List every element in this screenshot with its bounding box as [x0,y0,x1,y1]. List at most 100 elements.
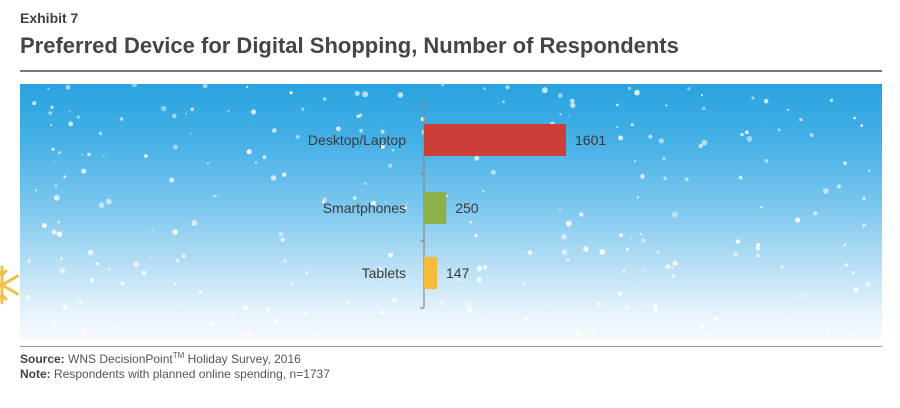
category-label: Smartphones [323,200,406,216]
snow-dot [56,231,63,237]
category-label: Tablets [362,265,406,281]
snow-dot [640,174,645,179]
snow-dot [813,211,818,216]
snow-dot [636,196,640,199]
source-text-rest: Holiday Survey, 2016 [184,352,301,366]
snow-dot [469,220,473,224]
snow-dot [391,297,398,304]
snow-dot [45,330,50,335]
snow-dot [733,251,738,256]
snow-dot [671,266,674,269]
snow-dot [618,135,624,141]
snow-dot [198,290,202,295]
snow-dot [60,257,63,260]
snow-dot [799,118,803,122]
snow-dot [280,237,285,242]
bottom-divider [20,346,882,347]
snow-dot [862,196,866,201]
snow-dot [785,318,788,321]
snow-dot [95,262,99,266]
snow-dot [524,316,529,321]
snow-dot [353,196,357,200]
snow-dot [265,307,271,312]
snow-dot [151,229,154,231]
snow-dot [377,322,382,327]
snow-dot [665,104,668,107]
snow-dot [372,291,375,294]
snow-dot [76,115,80,119]
snow-dot [185,112,187,115]
snow-dot [102,154,105,157]
snow-dot [559,113,562,116]
snow-dot [804,293,807,297]
snow-dot [59,267,65,274]
snow-dot [440,301,445,306]
snow-dot [270,175,277,181]
snow-dot [50,105,54,109]
snow-dot [246,149,252,155]
snow-dot [558,209,562,212]
snow-dot [844,263,848,267]
snow-dot [662,157,666,160]
snow-dot [626,247,629,251]
snow-dot [561,234,567,240]
snow-dot [119,117,124,121]
snow-dot [653,303,658,308]
snow-dot [482,265,488,270]
snow-dot [295,134,300,139]
snow-dot [105,198,112,205]
snow-dot [865,281,871,288]
snow-dot [254,161,258,164]
snow-dot [362,91,369,98]
snow-dot [246,85,249,88]
trademark-mark: TM [172,351,185,360]
snow-dot [797,294,801,298]
snow-dot [356,114,360,119]
snow-dot [385,201,388,204]
snow-dot [587,306,591,311]
snow-dot [227,110,230,113]
snow-dot [868,169,871,172]
snow-dot [622,269,626,274]
snow-dot [474,155,480,161]
snow-dot [842,161,847,166]
snow-dot [616,103,619,107]
snow-dot [665,264,671,269]
snow-dot [345,300,350,304]
snow-dot [490,169,496,175]
snow-dot [755,245,761,251]
snow-dot [65,330,69,333]
snow-dot [391,149,395,152]
snow-dot [283,258,287,263]
snow-dot [189,132,192,135]
snow-dot [250,109,257,115]
snow-dot [354,90,360,96]
snow-dot [663,176,667,181]
snow-dot [751,96,755,100]
snow-dot [211,322,215,326]
snow-dot [672,211,678,218]
snow-dot [687,87,691,91]
snow-dot [548,305,551,308]
snow-dot [860,124,863,127]
snow-dot [178,302,181,305]
category-label: Desktop/Laptop [308,132,406,148]
snow-dot [172,229,178,235]
snow-dot [322,197,327,202]
snow-dot [78,299,83,304]
snow-dot [456,277,461,282]
snow-dot [42,223,47,229]
snow-dot [301,107,305,111]
snow-dot [289,91,293,95]
snow-dot [658,138,664,144]
snow-dot [131,84,137,88]
snow-dot [379,310,385,315]
snow-dot [780,265,784,269]
snow-dot [807,327,811,331]
snow-dot [53,194,60,201]
snow-dot [522,281,527,286]
snow-dot [467,308,473,314]
snow-dot [826,329,831,333]
snow-dot [786,108,790,112]
snow-dot [380,129,385,134]
